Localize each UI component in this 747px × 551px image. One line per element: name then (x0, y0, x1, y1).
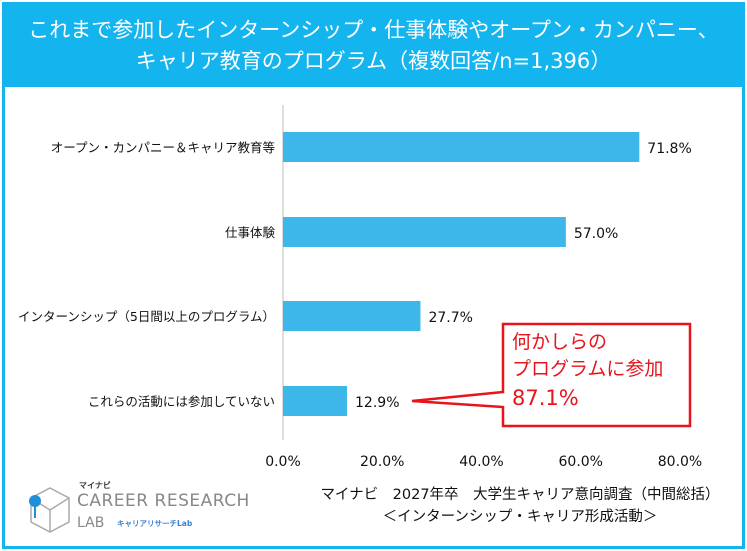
x-tick-label: 40.0% (459, 454, 503, 470)
logo-jp: キャリアリサーチLab (117, 519, 193, 528)
value-label: 57.0% (574, 226, 618, 242)
bar (283, 386, 348, 416)
x-tick-label: 20.0% (360, 454, 404, 470)
chart-title: これまで参加したインターンシップ・仕事体験やオープン・カンパニー、 キャリア教育… (5, 5, 742, 87)
career-research-lab-logo: マイナビ CAREER RESEARCH LAB キャリアリサーチLab (25, 482, 255, 538)
category-label: オープン・カンパニー＆キャリア教育等 (51, 140, 275, 155)
source-line-1: マイナビ 2027年卒 大学生キャリア意向調査（中間総括） (320, 487, 720, 503)
bar (283, 217, 566, 247)
callout-text: プログラムに参加 (512, 358, 663, 380)
logo-cube-icon (29, 487, 70, 533)
x-tick-label: 0.0% (265, 454, 301, 470)
x-tick-label: 60.0% (559, 454, 603, 470)
callout-text: 何かしらの (512, 331, 607, 353)
logo-lab: LAB (77, 515, 105, 531)
category-label: 仕事体験 (225, 225, 276, 240)
source-note: マイナビ 2027年卒 大学生キャリア意向調査（中間総括） ＜インターンシップ・… (300, 484, 740, 528)
callout-box (411, 322, 692, 428)
logo-name: CAREER RESEARCH (77, 491, 250, 511)
source-line-2: ＜インターンシップ・キャリア形成活動＞ (382, 509, 658, 525)
category-label: インターンシップ（5日間以上のプログラム） (18, 309, 275, 324)
value-label: 27.7% (428, 310, 472, 326)
callout-text: 87.1% (512, 386, 579, 410)
title-line-2: キャリア教育のプログラム（複数回答/n=1,396） (135, 49, 612, 73)
category-label: これらの活動には参加していない (88, 394, 275, 409)
x-tick-label: 80.0% (658, 454, 702, 470)
logo-brand: マイナビ (79, 481, 111, 490)
title-line-1: これまで参加したインターンシップ・仕事体験やオープン・カンパニー、 (28, 18, 719, 42)
value-label: 71.8% (647, 141, 691, 157)
bar (283, 132, 640, 162)
bar (283, 301, 421, 331)
value-label: 12.9% (355, 395, 399, 411)
